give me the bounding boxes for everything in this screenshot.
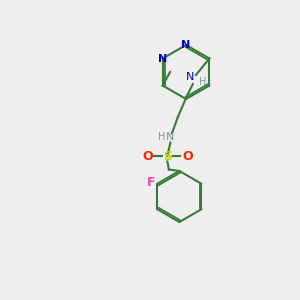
Text: N: N [186,72,195,82]
Text: N: N [158,53,167,64]
Text: O: O [182,149,193,163]
Text: S: S [163,149,172,163]
Text: N: N [166,131,175,142]
Text: H: H [199,76,206,87]
Text: F: F [146,176,155,189]
Text: N: N [182,40,190,50]
Text: O: O [142,149,153,163]
Text: H: H [158,131,165,142]
